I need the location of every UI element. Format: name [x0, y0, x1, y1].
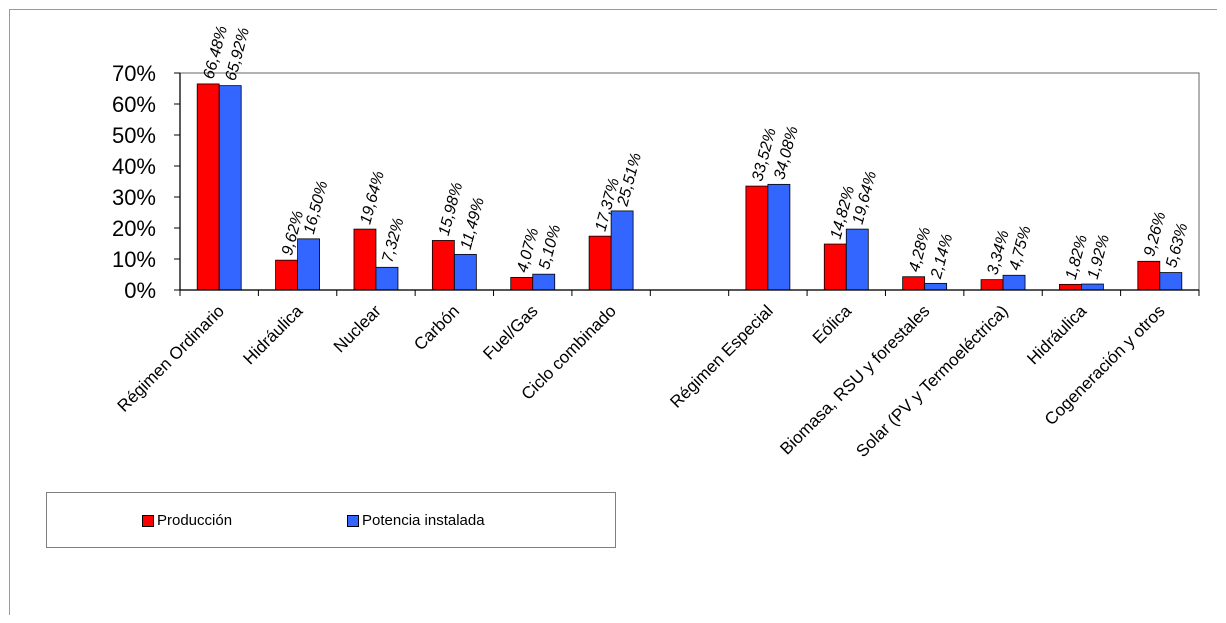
- data-label: 4,75%: [1006, 224, 1034, 272]
- legend: Producción Potencia instalada: [46, 492, 616, 548]
- chart-frame: [9, 9, 1217, 615]
- bar-potencia: [767, 183, 791, 291]
- bar-potencia: [218, 85, 242, 291]
- bar-produccion: [353, 228, 377, 291]
- legend-swatch-blue: [347, 514, 359, 527]
- x-category-label: Hidráulica: [1023, 301, 1090, 368]
- legend-swatch-red: [142, 514, 154, 527]
- bar-produccion: [196, 83, 220, 291]
- bar-produccion: [1137, 260, 1161, 291]
- x-category-label: Fuel/Gas: [479, 301, 541, 363]
- data-label: 5,63%: [1163, 221, 1191, 269]
- y-tick-label: 20%: [112, 216, 156, 241]
- data-label: 11,49%: [458, 196, 488, 252]
- bar-potencia: [845, 228, 869, 291]
- y-tick-label: 30%: [112, 185, 156, 210]
- x-category-label: Solar (PV y Termoeléctrica): [852, 301, 1012, 461]
- x-category-label: Régimen Especial: [666, 301, 776, 411]
- bar-produccion: [1059, 283, 1082, 291]
- data-label: 7,32%: [379, 216, 407, 264]
- bar-produccion: [745, 185, 769, 291]
- bar-potencia: [375, 266, 399, 291]
- bar-potencia: [297, 238, 320, 291]
- y-tick-label: 0%: [124, 278, 156, 303]
- bar-potencia: [1159, 272, 1183, 291]
- y-tick-label: 40%: [112, 154, 156, 179]
- bar-potencia: [532, 273, 556, 291]
- x-category-label: Carbón: [410, 301, 463, 354]
- y-tick-label: 70%: [112, 61, 156, 86]
- legend-item-potencia: Potencia instalada: [347, 512, 485, 529]
- bar-produccion: [588, 235, 612, 291]
- bar-produccion: [275, 259, 298, 291]
- data-label: 19,64%: [357, 169, 387, 226]
- x-category-label: Régimen Ordinario: [114, 301, 228, 415]
- x-category-label: Hidráulica: [240, 301, 307, 368]
- legend-label-potencia: Potencia instalada: [362, 512, 485, 529]
- x-category-label: Nuclear: [330, 301, 385, 356]
- x-category-label: Eólica: [809, 301, 856, 348]
- bar-potencia: [924, 282, 948, 291]
- bar-potencia: [1002, 274, 1026, 291]
- legend-item-produccion: Producción: [142, 512, 232, 529]
- bar-produccion: [980, 279, 1004, 291]
- bar-potencia: [453, 253, 477, 291]
- bar-produccion: [431, 240, 455, 291]
- x-category-label: Biomasa, RSU y forestales: [776, 301, 933, 458]
- legend-label-produccion: Producción: [157, 512, 233, 529]
- data-label: 2,14%: [928, 232, 956, 281]
- bar-produccion: [510, 276, 534, 291]
- bar-potencia: [610, 210, 634, 291]
- data-label: 16,50%: [301, 179, 331, 236]
- plot-area: [179, 72, 1200, 291]
- y-tick-label: 50%: [112, 123, 156, 148]
- bar-produccion: [823, 243, 847, 291]
- y-tick-label: 60%: [112, 92, 156, 117]
- data-label: 9,26%: [1141, 210, 1169, 258]
- bar-produccion: [902, 276, 926, 291]
- y-tick-label: 10%: [112, 247, 156, 272]
- bar-potencia: [1081, 283, 1104, 291]
